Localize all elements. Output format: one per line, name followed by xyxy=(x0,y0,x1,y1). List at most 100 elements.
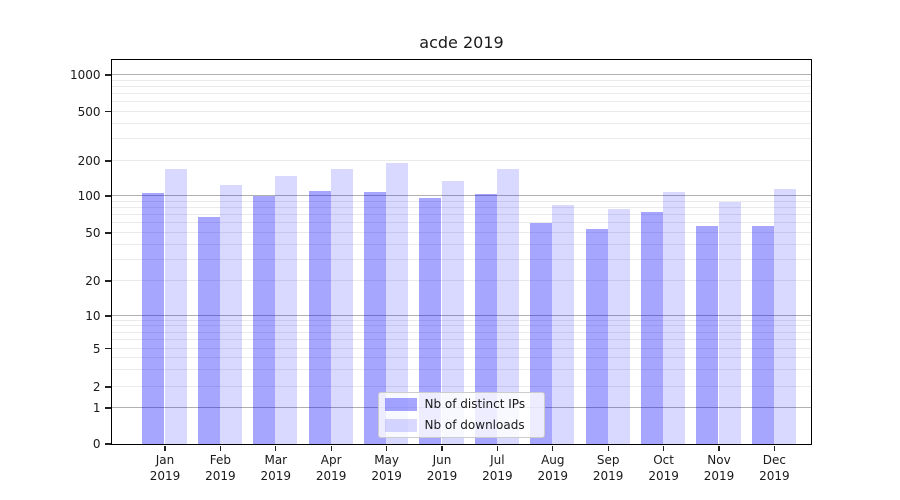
y-tick-label: 100 xyxy=(77,189,101,203)
y-tick-mark xyxy=(104,443,111,445)
minor-gridline xyxy=(111,100,811,102)
bar-nov-downloads xyxy=(718,202,741,444)
minor-gridline xyxy=(111,214,811,216)
bar-jul-downloads xyxy=(496,169,520,444)
x-tick-month: Jan xyxy=(155,453,175,467)
legend-swatch xyxy=(384,418,417,432)
x-tick-label: Nov 2019 xyxy=(687,453,751,484)
x-tick-mark xyxy=(773,445,776,451)
x-tick-year: 2019 xyxy=(371,468,402,483)
bar-feb-distinct-ips xyxy=(197,216,220,444)
y-tick-mark xyxy=(104,347,111,350)
y-tick-mark xyxy=(104,74,111,76)
y-tick-label: 500 xyxy=(77,104,101,119)
legend-item: Nb of distinct IPs xyxy=(379,395,544,413)
bar-jan-downloads xyxy=(164,168,187,444)
major-gridline xyxy=(111,195,811,196)
x-tick-mark xyxy=(552,445,554,451)
x-tick-year: 2019 xyxy=(260,468,292,483)
x-tick-mark xyxy=(275,445,277,451)
x-tick-year: 2019 xyxy=(149,468,181,483)
bar-apr-distinct-ips xyxy=(308,190,331,444)
x-tick-mark xyxy=(662,445,665,451)
minor-gridline xyxy=(111,338,811,340)
x-tick-label: Apr 2019 xyxy=(299,453,363,484)
major-gridline xyxy=(111,315,811,316)
minor-gridline xyxy=(111,386,811,387)
x-tick-year: 2019 xyxy=(482,468,513,483)
x-tick-year: 2019 xyxy=(759,468,790,483)
y-tick-mark xyxy=(104,110,111,113)
x-tick-year: 2019 xyxy=(315,468,347,483)
x-tick-month: Mar xyxy=(264,453,288,467)
y-tick-label: 200 xyxy=(77,154,101,168)
x-tick-label: Jun 2019 xyxy=(410,453,474,484)
bar-aug-downloads xyxy=(552,204,575,444)
y-tick-label: 0 xyxy=(92,437,101,451)
x-tick-label: Dec 2019 xyxy=(742,453,806,484)
bar-feb-downloads xyxy=(219,185,243,444)
x-tick-month: Oct xyxy=(653,453,674,467)
minor-gridline xyxy=(111,122,811,124)
legend-item: Nb of downloads xyxy=(379,416,544,434)
legend: Nb of distinct IPs Nb of downloads xyxy=(377,391,545,438)
x-tick-month: Dec xyxy=(762,453,786,467)
bar-aug-distinct-ips xyxy=(530,222,553,444)
x-tick-mark xyxy=(441,445,443,451)
y-tick-label: 50 xyxy=(85,226,101,240)
x-tick-label: Jul 2019 xyxy=(465,453,529,484)
major-gridline xyxy=(111,74,811,75)
x-tick-mark xyxy=(385,445,388,451)
bar-oct-distinct-ips xyxy=(640,212,664,444)
y-tick-label: 10 xyxy=(85,309,101,323)
x-tick-mark xyxy=(164,445,166,451)
bar-oct-downloads xyxy=(663,191,686,444)
x-tick-mark xyxy=(607,445,609,451)
y-tick-label: 1 xyxy=(92,401,101,415)
bar-nov-distinct-ips xyxy=(696,226,719,444)
minor-gridline xyxy=(111,280,811,281)
legend-label: Nb of downloads xyxy=(424,418,525,432)
bar-jul-distinct-ips xyxy=(474,194,497,444)
minor-gridline xyxy=(111,319,811,321)
y-tick-mark xyxy=(104,407,111,409)
x-tick-month: Nov xyxy=(707,453,731,467)
minor-gridline xyxy=(111,347,811,349)
x-tick-label: Jan 2019 xyxy=(133,453,197,484)
plot-canvas xyxy=(111,60,811,444)
y-tick-label: 1000 xyxy=(69,68,101,82)
x-tick-year: 2019 xyxy=(648,468,679,483)
bar-jan-distinct-ips xyxy=(142,193,165,444)
minor-gridline xyxy=(111,222,811,224)
minor-gridline xyxy=(111,85,811,87)
x-tick-label: Sep 2019 xyxy=(576,453,640,484)
minor-gridline xyxy=(111,331,811,333)
y-tick-mark xyxy=(104,315,111,317)
x-tick-mark xyxy=(496,445,499,451)
x-tick-month: Feb xyxy=(209,453,232,467)
x-tick-month: Jun xyxy=(432,453,452,467)
bar-apr-downloads xyxy=(330,169,353,444)
x-tick-year: 2019 xyxy=(205,468,236,483)
x-tick-month: Apr xyxy=(320,453,342,467)
bar-dec-distinct-ips xyxy=(751,225,774,444)
x-tick-label: Oct 2019 xyxy=(632,453,696,484)
x-tick-year: 2019 xyxy=(703,468,735,483)
legend-swatch xyxy=(384,397,417,411)
minor-gridline xyxy=(111,232,811,233)
x-tick-label: Aug 2019 xyxy=(521,453,585,484)
y-tick-mark xyxy=(104,386,111,388)
chart-title: acde 2019 xyxy=(419,33,504,52)
bar-may-downloads xyxy=(386,163,409,444)
plot-area: Nb of distinct IPs Nb of downloads xyxy=(110,58,812,445)
x-tick-year: 2019 xyxy=(592,468,624,483)
minor-gridline xyxy=(111,92,811,94)
x-tick-mark xyxy=(219,445,222,451)
x-tick-month: May xyxy=(374,453,399,467)
minor-gridline xyxy=(111,368,811,370)
minor-gridline xyxy=(111,79,811,81)
x-tick-label: Mar 2019 xyxy=(244,453,308,484)
bar-sep-distinct-ips xyxy=(585,229,608,444)
y-tick-mark xyxy=(104,280,111,282)
